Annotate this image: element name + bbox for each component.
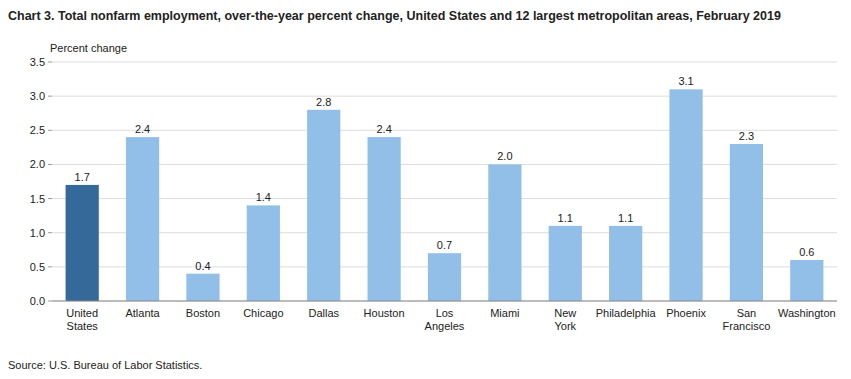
tick-label: 1.0 [30,227,45,239]
tick-label: 3.5 [30,56,45,68]
bar [307,110,340,301]
y-axis: 0.0 0.5 1.0 1.5 2.0 2.5 3.0 3.5 [30,56,837,307]
tick-label: 0.5 [30,261,45,273]
chart: Chart 3. Total nonfarm employment, over-… [0,0,851,379]
grid-line [52,232,837,233]
tick-label: 2.0 [30,158,45,170]
tick-label-line: Houston [364,307,405,319]
grid-line [52,301,837,302]
data-label: 0.6 [799,246,814,258]
tick-label-line: Philadelphia [596,307,657,319]
tick-label-line: Atlanta [125,307,160,319]
tick-label-line: Miami [490,307,519,319]
tick-label-line: Washington [778,307,836,319]
data-label: 2.8 [316,96,331,108]
bar [549,226,582,301]
tick-label-line: Phoenix [666,307,706,319]
tick-mark [48,301,52,302]
data-label: 2.3 [739,130,754,142]
tick-mark [48,232,52,233]
bar [790,260,823,301]
tick-mark [48,164,52,165]
tick-label: Washington [778,307,836,319]
tick-label: NewYork [554,307,576,332]
data-labels: 1.7 2.4 0.4 1.4 2.8 2.4 0.7 2.0 1.1 1.1 3.1 2.3 0.6 [75,75,815,271]
bar [428,253,461,301]
data-label: 2.4 [376,123,391,135]
tick-label-line: States [67,320,99,332]
axis-label: Percent change [50,42,127,54]
x-axis-line [52,301,837,302]
tick-label: LosAngeles [425,307,465,332]
tick-label: 1.5 [30,193,45,205]
bar [730,144,763,301]
tick-mark [48,198,52,199]
tick-label-line: United [66,307,98,319]
data-label: 2.4 [135,123,150,135]
tick-label: UnitedStates [66,307,98,332]
tick-label-line: New [554,307,576,319]
tick-label: 0.0 [30,295,45,307]
tick-label-line: Los [436,307,454,319]
bars [66,89,824,301]
bar [488,164,521,301]
x-axis: UnitedStates Atlanta Boston Chicago Dallas Ho… [66,307,835,332]
tick-label-line: Boston [186,307,220,319]
data-label: 3.1 [678,75,693,87]
bar [66,185,99,301]
tick-mark [48,96,52,97]
bar [186,274,219,301]
grid-line [52,198,837,199]
source: Source: U.S. Bureau of Labor Statistics. [8,359,202,371]
data-label: 2.0 [497,150,512,162]
tick-label: Atlanta [125,307,160,319]
data-label: 1.1 [618,212,633,224]
grid-line [52,130,837,131]
tick-label: Boston [186,307,220,319]
tick-label-line: Chicago [243,307,283,319]
tick-label-line: Dallas [308,307,339,319]
tick-label: Chicago [243,307,283,319]
tick-mark [48,62,52,63]
bar [247,205,280,301]
tick-mark [48,130,52,131]
grid-line [52,164,837,165]
tick-label: 3.0 [30,90,45,102]
tick-label: Miami [490,307,519,319]
bar [609,226,642,301]
bar [669,89,702,301]
tick-label: 2.5 [30,124,45,136]
grid-line [52,96,837,97]
tick-mark [48,266,52,267]
tick-label-line: York [554,320,576,332]
tick-label: Phoenix [666,307,706,319]
data-label: 1.4 [256,191,271,203]
data-label: 1.7 [75,171,90,183]
tick-label-line: Francisco [723,320,771,332]
tick-label-line: San [737,307,757,319]
tick-label: SanFrancisco [723,307,771,332]
tick-label: Houston [364,307,405,319]
title: Chart 3. Total nonfarm employment, over-… [8,9,781,23]
tick-label: Dallas [308,307,339,319]
tick-label-line: Angeles [425,320,465,332]
data-label: 0.4 [195,260,210,272]
bar [368,137,401,301]
data-label: 1.1 [558,212,573,224]
grid-line [52,62,837,63]
bar [126,137,159,301]
tick-label: Philadelphia [596,307,657,319]
data-label: 0.7 [437,239,452,251]
